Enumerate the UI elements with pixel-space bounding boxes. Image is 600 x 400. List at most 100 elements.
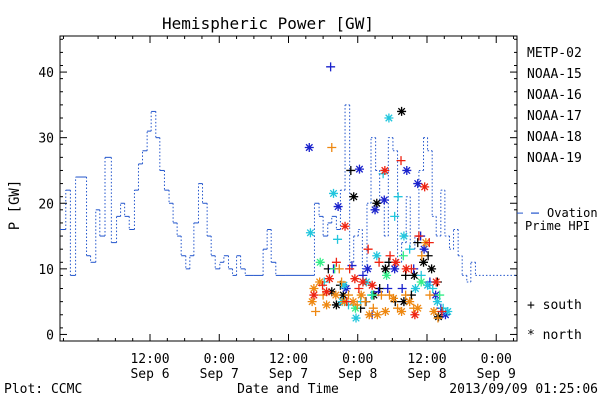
legend-entry: NOAA-17 — [527, 109, 582, 124]
x-tick-time: 0:00 — [342, 352, 373, 367]
south-marker — [346, 165, 356, 175]
symbol-legend-entry: + south — [527, 298, 582, 313]
north-marker — [363, 264, 373, 274]
north-marker — [309, 284, 319, 294]
north-marker — [327, 287, 337, 297]
south-marker — [417, 251, 427, 261]
south-marker — [414, 231, 424, 241]
north-marker — [331, 300, 341, 310]
north-marker — [384, 113, 394, 123]
chart-title: Hemispheric Power [GW] — [162, 14, 374, 33]
y-tick-label: 10 — [38, 263, 54, 278]
north-marker — [420, 182, 430, 192]
south-marker — [396, 156, 406, 166]
north-marker — [307, 297, 317, 307]
ovation-legend-label: Prime HPI — [525, 219, 590, 233]
legend-entry: METP-02 — [527, 46, 582, 61]
south-marker — [342, 297, 352, 307]
north-marker — [443, 306, 453, 316]
south-marker — [354, 284, 364, 294]
symbol-legend-entry: * north — [527, 328, 582, 343]
south-marker — [363, 244, 373, 254]
x-axis-label: Date and Time — [237, 382, 339, 397]
north-marker — [409, 270, 419, 280]
y-tick-label: 0 — [46, 328, 54, 343]
north-marker — [432, 297, 442, 307]
north-marker — [382, 270, 392, 280]
north-marker — [372, 198, 382, 208]
south-marker — [401, 290, 411, 300]
north-marker — [397, 106, 407, 116]
north-marker — [341, 284, 351, 294]
south-marker — [437, 306, 447, 316]
north-marker — [309, 290, 319, 300]
north-marker — [367, 280, 377, 290]
north-marker — [419, 244, 429, 254]
north-marker — [354, 164, 364, 174]
north-marker — [358, 277, 368, 287]
south-marker — [385, 251, 395, 261]
north-marker — [305, 228, 315, 238]
north-marker — [322, 300, 332, 310]
footer-plot-label: Plot: CCMC — [4, 382, 82, 397]
legend-entry: NOAA-16 — [527, 88, 582, 103]
north-marker — [370, 205, 380, 215]
south-marker — [406, 264, 416, 274]
x-tick-time: 0:00 — [481, 352, 512, 367]
north-marker — [324, 274, 334, 284]
south-marker — [397, 284, 407, 294]
north-marker — [322, 287, 332, 297]
north-marker — [423, 280, 433, 290]
north-marker — [340, 221, 350, 231]
north-marker — [402, 165, 412, 175]
south-marker — [318, 280, 328, 290]
north-marker — [391, 257, 401, 267]
y-axis-label: P [GW] — [7, 180, 23, 231]
north-marker — [356, 290, 366, 300]
north-marker — [349, 192, 359, 202]
south-marker — [360, 297, 370, 307]
south-marker — [368, 303, 378, 313]
south-marker — [327, 143, 337, 153]
plot-frame — [59, 35, 518, 342]
south-marker — [433, 313, 443, 323]
south-marker — [311, 306, 321, 316]
north-marker — [304, 143, 314, 153]
north-marker — [390, 264, 400, 274]
x-tick-time: 12:00 — [269, 352, 308, 367]
x-tick-time: 12:00 — [130, 352, 169, 367]
north-marker — [389, 293, 399, 303]
ovation-legend-label: Ovation — [547, 206, 598, 220]
ovation-prime-series — [60, 104, 517, 283]
south-marker — [352, 300, 362, 310]
north-marker — [348, 297, 358, 307]
north-marker — [339, 280, 349, 290]
satellite-markers — [304, 62, 453, 323]
y-tick-label: 40 — [38, 66, 54, 81]
south-marker — [334, 264, 344, 274]
south-marker — [428, 284, 438, 294]
north-marker — [331, 290, 341, 300]
x-tick-date: Sep 8 — [407, 367, 446, 382]
south-marker — [374, 257, 384, 267]
north-marker — [413, 179, 423, 189]
north-marker — [413, 303, 423, 313]
north-marker — [416, 277, 426, 287]
series-noaa-18 — [307, 143, 443, 323]
south-marker — [376, 290, 386, 300]
north-marker — [401, 264, 411, 274]
south-marker — [344, 290, 354, 300]
north-marker — [364, 310, 374, 320]
north-marker — [315, 257, 325, 267]
north-marker — [399, 231, 409, 241]
north-marker — [397, 306, 407, 316]
symbol-legend: + south * north — [527, 298, 582, 343]
legend-entry: NOAA-19 — [527, 151, 582, 166]
north-marker — [440, 310, 450, 320]
north-marker — [372, 251, 382, 261]
south-marker — [425, 290, 435, 300]
series-noaa-17 — [315, 251, 445, 313]
north-marker — [350, 274, 360, 284]
north-marker — [329, 188, 339, 198]
